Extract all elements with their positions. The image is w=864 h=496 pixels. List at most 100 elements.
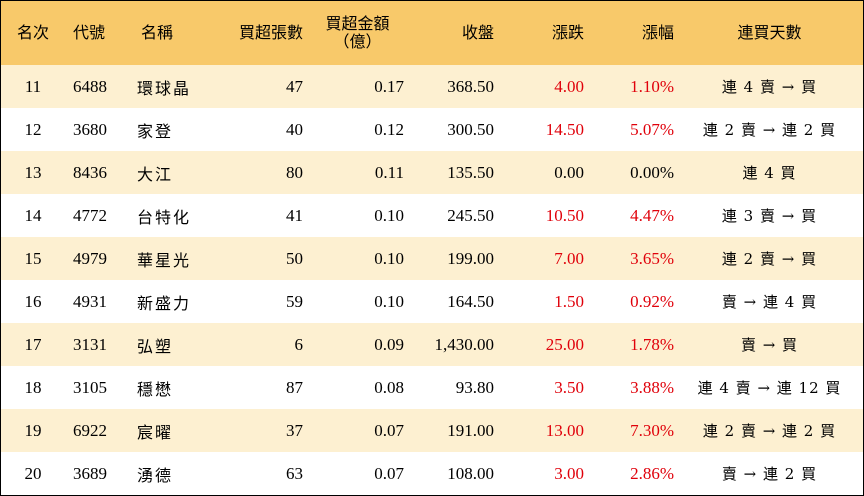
change-cell: 10.50 [545,205,584,225]
code-cell: 3680 [73,119,107,139]
close-cell: 108.00 [447,463,494,483]
header-net-lots: 買超張數 [238,22,303,42]
close-cell: 199.00 [447,248,494,268]
net-lots-cell: 50 [286,248,303,268]
net-lots-cell: 6 [294,334,304,354]
rank-cell: 13 [24,162,42,182]
change-cell: 1.50 [554,291,584,311]
table-header: 名次 代號 名稱 買超張數 買超金額 （億） 收盤 漲跌 漲幅 連買天數 [1,1,863,65]
close-cell: 191.00 [447,420,494,440]
header-code: 代號 [73,22,106,42]
change-pct-cell: 1.10% [630,76,674,96]
code-cell: 8436 [73,162,107,182]
net-amount-cell: 0.10 [374,205,404,225]
streak-cell: 連 2 賣 → 連 2 買 [702,422,837,440]
net-amount-cell: 0.07 [374,420,404,440]
net-amount-cell: 0.12 [374,119,404,139]
close-cell: 245.50 [447,205,494,225]
streak-cell: 賣 → 買 [740,336,799,354]
name-cell: 湧德 [137,465,174,485]
header-streak: 連買天數 [737,22,802,42]
table-row: 17 3131 弘塑 6 0.09 1,430.00 25.00 1.78% 賣 → 買 [1,323,863,366]
net-amount-cell: 0.10 [374,248,404,268]
header-name: 名稱 [141,22,174,42]
table-row: 19 6922 宸曜 37 0.07 191.00 13.00 7.30% 連 2 賣 → 連 … [1,409,863,452]
close-cell: 93.80 [455,377,494,397]
header-net-amount: 買超金額 （億） [307,13,408,52]
rank-cell: 11 [24,76,42,96]
change-pct-cell: 4.47% [630,205,674,225]
table-row: 11 6488 環球晶 47 0.17 368.50 4.00 1.10% 連 4 賣 → 買 [1,65,863,108]
name-cell: 家登 [137,121,174,141]
change-pct-cell: 2.86% [630,463,674,483]
code-cell: 3689 [73,463,107,483]
rank-cell: 14 [24,205,42,225]
net-lots-cell: 41 [286,205,303,225]
code-cell: 6488 [73,76,107,96]
code-cell: 3105 [73,377,107,397]
change-pct-cell: 3.65% [630,248,674,268]
table-row: 15 4979 華星光 50 0.10 199.00 7.00 3.65% 連 2 賣 → 買 [1,237,863,280]
name-cell: 宸曜 [137,422,174,442]
rank-cell: 15 [24,248,42,268]
header-net-amount-line1: 買超金額 [325,13,390,33]
change-pct-cell: 3.88% [630,377,674,397]
header-change-pct: 漲幅 [641,22,674,42]
code-cell: 4772 [73,205,107,225]
rank-cell: 12 [24,119,42,139]
change-cell: 14.50 [545,119,584,139]
change-pct-cell: 5.07% [630,119,674,139]
rank-cell: 16 [24,291,42,311]
streak-cell: 連 4 賣 → 連 12 買 [697,379,842,397]
header-rank: 名次 [16,22,49,42]
table-row: 13 8436 大江 80 0.11 135.50 0.00 0.00% 連 4 買 [1,151,863,194]
net-amount-cell: 0.17 [374,76,404,96]
change-cell: 3.50 [554,377,584,397]
name-cell: 大江 [137,164,174,184]
streak-cell: 連 3 賣 → 買 [721,207,818,225]
streak-cell: 賣 → 連 4 買 [721,293,818,311]
name-cell: 穩懋 [137,379,174,399]
code-cell: 4979 [73,248,107,268]
net-amount-cell: 0.07 [374,463,404,483]
name-cell: 弘塑 [137,336,174,356]
rank-cell: 19 [24,420,42,440]
net-amount-cell: 0.11 [374,162,404,182]
streak-cell: 連 4 賣 → 買 [721,78,818,96]
name-cell: 華星光 [137,250,192,270]
net-lots-cell: 80 [286,162,303,182]
net-lots-cell: 63 [286,463,303,483]
net-amount-cell: 0.08 [374,377,404,397]
net-lots-cell: 87 [286,377,303,397]
close-cell: 1,430.00 [434,334,495,354]
streak-cell: 連 4 買 [742,164,797,182]
rank-cell: 17 [24,334,42,354]
header-close: 收盤 [461,22,494,42]
change-cell: 0.00 [554,162,584,182]
change-cell: 3.00 [554,463,584,483]
close-cell: 164.50 [447,291,494,311]
change-cell: 13.00 [545,420,584,440]
table-row: 20 3689 湧德 63 0.07 108.00 3.00 2.86% 賣 → 連 2 買 [1,452,863,495]
change-cell: 7.00 [554,248,584,268]
name-cell: 環球晶 [137,78,192,98]
close-cell: 135.50 [447,162,494,182]
code-cell: 3131 [73,334,107,354]
rank-cell: 20 [24,463,42,483]
change-pct-cell: 0.00% [630,162,674,182]
table-row: 14 4772 台特化 41 0.10 245.50 10.50 4.47% 連 3 賣 → 買 [1,194,863,237]
name-cell: 新盛力 [137,293,192,313]
net-amount-cell: 0.10 [374,291,404,311]
table-row: 18 3105 穩懋 87 0.08 93.80 3.50 3.88% 連 4 賣 → 連 12… [1,366,863,409]
close-cell: 368.50 [447,76,494,96]
header-change: 漲跌 [551,22,584,42]
streak-cell: 賣 → 連 2 買 [721,465,818,483]
change-pct-cell: 7.30% [630,420,674,440]
table-row: 12 3680 家登 40 0.12 300.50 14.50 5.07% 連 2 賣 → 連 … [1,108,863,151]
table-row: 16 4931 新盛力 59 0.10 164.50 1.50 0.92% 賣 → 連 4 買 [1,280,863,323]
name-cell: 台特化 [137,207,192,227]
net-amount-cell: 0.09 [374,334,404,354]
change-pct-cell: 1.78% [630,334,674,354]
